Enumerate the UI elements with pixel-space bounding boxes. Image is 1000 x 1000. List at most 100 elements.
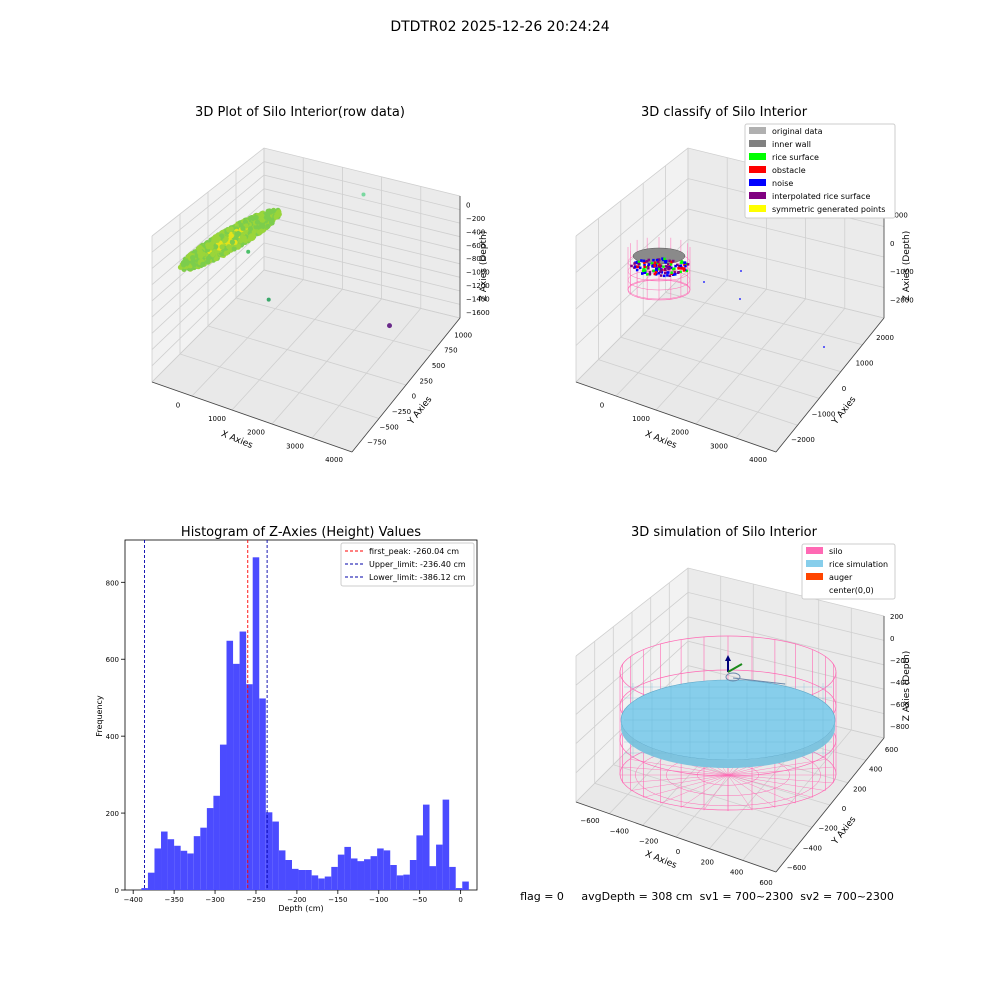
cloud-point	[205, 255, 212, 261]
silo-floor-spoke	[727, 759, 826, 776]
classified-point	[659, 274, 663, 277]
cloud-point	[181, 262, 187, 268]
legend-swatch	[749, 153, 766, 160]
cloud-point	[268, 219, 275, 225]
z-tick-label: −800	[466, 255, 485, 263]
classified-point	[663, 257, 666, 261]
y-tick-label: 1000	[856, 360, 874, 368]
legend-swatch	[749, 205, 766, 212]
classified-point	[647, 267, 650, 270]
histogram-bar	[285, 860, 292, 890]
noise-point	[703, 281, 705, 283]
classified-point	[637, 262, 641, 266]
cloud-point	[259, 224, 265, 230]
histogram-bar	[167, 839, 175, 890]
cloud-point	[258, 228, 265, 234]
classified-point	[685, 269, 689, 273]
classified-point	[671, 267, 675, 271]
raw-plot-title: 3D Plot of Silo Interior(row data)	[195, 105, 405, 120]
classified-point	[641, 272, 644, 275]
x-tick-label: 0	[676, 848, 680, 856]
x-tick-label: 4000	[749, 456, 767, 464]
x-tick-label: 2000	[671, 429, 689, 437]
histogram-bar	[396, 875, 404, 890]
cloud-point	[190, 258, 196, 264]
classified-point	[659, 265, 662, 269]
z-tick-label: 0	[890, 635, 894, 643]
outlier-point	[266, 297, 271, 302]
classified-point	[653, 261, 657, 264]
histogram-bar	[305, 870, 312, 890]
y-tick-label: −600	[787, 864, 806, 872]
classified-point	[686, 263, 690, 266]
histogram-bar	[193, 836, 201, 890]
histogram-bar	[370, 856, 378, 890]
cloud-point	[226, 244, 232, 250]
z-tick-label: 200	[890, 613, 903, 621]
cloud-point	[237, 238, 244, 244]
cloud-point	[242, 219, 249, 225]
silo-floor-spoke	[727, 766, 834, 776]
y-tick-label: 600	[885, 746, 898, 754]
histogram-y-axis-label: Frequency	[95, 695, 104, 737]
histogram-bar	[161, 831, 168, 890]
outlier-point	[246, 249, 251, 254]
histogram-bar	[409, 860, 417, 890]
classified-point	[642, 267, 645, 271]
classified-point	[651, 265, 654, 268]
x-tick-label: −200	[639, 838, 658, 846]
z-tick-label: −1000	[890, 268, 914, 276]
simulation-legend-frame	[801, 543, 896, 600]
classified-point	[637, 260, 641, 264]
classify-legend-frame	[744, 123, 896, 219]
classified-point	[647, 264, 650, 268]
histogram-bar	[239, 631, 247, 890]
y-axis-line	[775, 317, 885, 453]
x-tick-label: 2000	[247, 429, 265, 437]
y-tick-label: −2000	[791, 436, 815, 444]
grid-line	[151, 161, 461, 253]
histogram-y-ticks: 0 200 400 600 800	[106, 579, 125, 895]
legend-label: center(0,0)	[829, 586, 874, 595]
y-tick-label: 400	[106, 733, 119, 741]
x-tick-label: −50	[412, 896, 427, 904]
x-tick-label: −400	[610, 827, 629, 835]
cloud-point	[263, 214, 269, 220]
classified-point	[666, 274, 669, 277]
y-tick-label: 0	[842, 385, 846, 393]
histogram-bar	[436, 844, 443, 890]
x-tick-label: −600	[580, 817, 599, 825]
histogram-bar	[298, 870, 306, 890]
histogram-reference-lines	[144, 540, 268, 890]
legend-swatch	[749, 179, 766, 186]
x-tick-label: 600	[759, 879, 772, 887]
auger-arm	[727, 663, 743, 673]
classified-point	[643, 263, 646, 267]
histogram-bar	[200, 827, 207, 890]
classified-point	[653, 272, 656, 276]
histogram-bar	[449, 866, 456, 890]
grid-line	[575, 616, 885, 715]
classified-point	[640, 259, 643, 262]
classified-point	[636, 261, 639, 265]
cloud-point	[265, 223, 271, 229]
classified-point	[635, 268, 639, 272]
y-tick-label: 500	[432, 362, 445, 370]
z-tick-label: −400	[466, 228, 485, 236]
classify-legend: original data inner wall rice surface obsta…	[744, 123, 896, 219]
grid-line	[151, 255, 461, 367]
legend-label: first_peak: -260.04 cm	[369, 547, 459, 556]
y-tick-label: 200	[106, 810, 119, 818]
classified-point	[667, 267, 670, 271]
cloud-point	[254, 219, 261, 225]
simulation-z-axis-label: Z Axies (Depth)	[902, 651, 912, 722]
noise-point	[740, 270, 742, 272]
y-axis-line	[351, 317, 461, 453]
histogram-bar	[337, 854, 345, 890]
classified-point	[677, 271, 680, 274]
legend-label: Lower_limit: -386.12 cm	[369, 573, 466, 582]
cloud-point	[213, 244, 219, 250]
classified-point	[666, 263, 670, 266]
